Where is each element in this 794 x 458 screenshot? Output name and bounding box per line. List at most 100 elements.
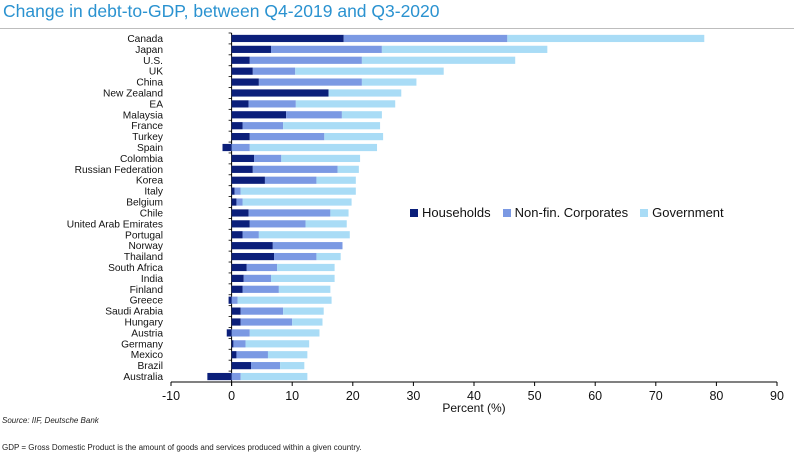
bar-government <box>324 133 384 141</box>
chart-title: Change in debt-to-GDP, between Q4-2019 a… <box>3 1 440 21</box>
category-label: South Africa <box>108 263 163 274</box>
bar-government <box>337 165 359 173</box>
category-label: Hungary <box>124 318 163 329</box>
bar-government <box>280 362 305 370</box>
bar-government <box>330 209 349 217</box>
bar-households <box>231 263 247 272</box>
category-label: Belgium <box>126 198 163 209</box>
bar-households <box>231 340 234 348</box>
x-tick-label: 0 <box>228 389 235 403</box>
bar-households <box>231 198 237 206</box>
bar-households <box>231 78 259 86</box>
bar-corporates <box>231 296 238 304</box>
bar-households <box>231 111 287 119</box>
bar-government <box>283 307 324 315</box>
bar-government <box>281 154 361 163</box>
category-label: Greece <box>130 296 164 307</box>
bar-government <box>270 274 335 282</box>
x-tick-label: 30 <box>406 389 420 403</box>
bar-corporates <box>252 67 296 75</box>
bar-corporates <box>286 111 342 119</box>
bar-households <box>231 307 241 315</box>
bar-government <box>237 296 332 304</box>
category-label: Germany <box>121 339 164 350</box>
bar-corporates <box>240 307 284 315</box>
legend-swatch-corporates <box>502 208 511 217</box>
bar-government <box>292 318 323 326</box>
x-axis-label: Percent (%) <box>442 401 505 415</box>
bar-households <box>231 34 344 43</box>
bar-households <box>231 122 243 130</box>
bar-corporates <box>248 100 296 108</box>
legend-swatch-government <box>640 208 649 217</box>
x-tick-label: 10 <box>285 389 299 403</box>
bar-corporates <box>258 78 362 86</box>
x-tick-label: 40 <box>467 389 481 403</box>
legend-label-government: Government <box>652 205 724 220</box>
legend-item-corporates: Non-fin. Corporates <box>502 205 629 220</box>
labels-layer: -10 0 10 20 30 40 50 60 70 80 90CanadaJapanU.S.UKC… <box>67 34 784 403</box>
bar-government <box>316 176 356 184</box>
bar-households <box>231 133 250 141</box>
x-tick-label: 60 <box>588 389 602 403</box>
category-label: China <box>136 78 163 89</box>
bar-government <box>295 100 396 108</box>
category-label: Australia <box>123 372 163 383</box>
bar-households <box>231 252 275 261</box>
category-label: Spain <box>137 143 163 154</box>
bar-households <box>231 67 253 75</box>
bar-government <box>341 111 382 119</box>
bar-households <box>207 372 232 381</box>
bar-government <box>361 56 516 64</box>
bar-corporates <box>243 274 271 282</box>
bar-corporates <box>236 198 243 206</box>
category-label: Malaysia <box>123 110 164 121</box>
category-label: France <box>131 121 163 132</box>
category-label: Russian Federation <box>75 165 163 176</box>
chart-legend: Households Non-fin. Corporates Governmen… <box>410 205 736 220</box>
legend-label-households: Households <box>422 205 491 220</box>
bar-corporates <box>343 34 508 43</box>
x-tick-label: 50 <box>528 389 542 403</box>
legend-swatch-households <box>410 208 418 217</box>
bar-corporates <box>249 56 362 64</box>
bar-households <box>231 220 250 228</box>
category-label: UK <box>149 67 163 78</box>
bar-corporates <box>246 263 278 272</box>
bar-government <box>249 143 378 152</box>
category-label: Thailand <box>124 252 163 263</box>
footnote: GDP = Gross Domestic Product is the amou… <box>2 443 362 452</box>
bar-households <box>222 143 232 152</box>
x-tick-label: -10 <box>162 389 180 403</box>
title-divider <box>0 28 794 29</box>
bar-corporates <box>248 209 331 217</box>
bar-households <box>231 45 271 53</box>
category-label: U.S. <box>143 56 163 67</box>
legend-label-corporates: Non-fin. Corporates <box>514 205 629 220</box>
bar-government <box>278 285 331 293</box>
bar-households <box>231 89 329 97</box>
bars-layer <box>207 34 705 381</box>
bar-corporates <box>233 340 246 348</box>
category-label: Finland <box>130 285 164 296</box>
bar-government <box>258 231 350 239</box>
bar-households <box>231 274 244 282</box>
legend-item-households: Households <box>410 205 491 220</box>
category-label: Saudi Arabia <box>105 307 163 318</box>
x-tick-label: 70 <box>649 389 663 403</box>
category-label: Mexico <box>131 350 164 361</box>
bar-government <box>361 78 417 86</box>
category-label: Japan <box>135 45 163 56</box>
bar-government <box>277 263 335 272</box>
category-label: Colombia <box>120 154 163 165</box>
category-label: Austria <box>131 328 163 339</box>
bar-households <box>231 100 249 108</box>
category-label: Turkey <box>132 132 164 143</box>
bar-households <box>231 318 241 326</box>
bar-households <box>228 296 232 304</box>
bar-corporates <box>242 122 284 130</box>
category-label: Portugal <box>125 230 163 241</box>
category-label: Korea <box>136 176 164 187</box>
bar-households <box>226 329 232 337</box>
bar-government <box>295 67 444 75</box>
